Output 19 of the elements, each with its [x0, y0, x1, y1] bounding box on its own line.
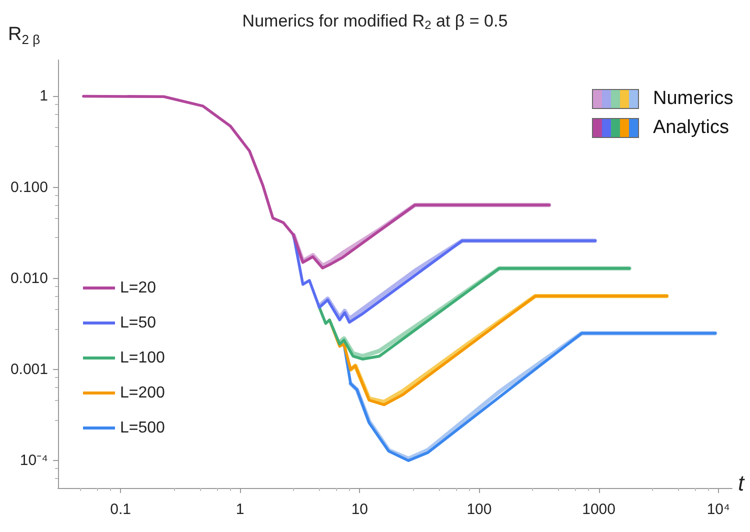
x-tick-label: 100 [466, 501, 492, 518]
y-tick-label: 1 [40, 88, 48, 105]
x-tick-label: 10⁴ [706, 501, 730, 518]
legend-label: L=50 [120, 314, 156, 332]
legend-label: L=20 [120, 280, 156, 296]
x-tick-label: 0.1 [110, 501, 131, 518]
y-tick-label: 0.010 [10, 270, 48, 287]
x-axis-title: t [738, 470, 745, 496]
y-tick-label: 0.100 [10, 178, 48, 196]
legend-label: L=500 [120, 420, 166, 436]
y-tick-label: 0.001 [10, 360, 48, 378]
annotation: Analytics [653, 116, 730, 138]
y-tick-label: 10⁻⁴ [20, 452, 48, 470]
x-tick-label: 1 [236, 501, 244, 518]
legend-label: L=200 [120, 384, 166, 402]
x-tick-label: 10 [351, 501, 368, 518]
annotation: Numerics [653, 88, 734, 110]
x-tick-label: 1000 [582, 501, 616, 518]
legend-label: L=100 [120, 350, 166, 366]
